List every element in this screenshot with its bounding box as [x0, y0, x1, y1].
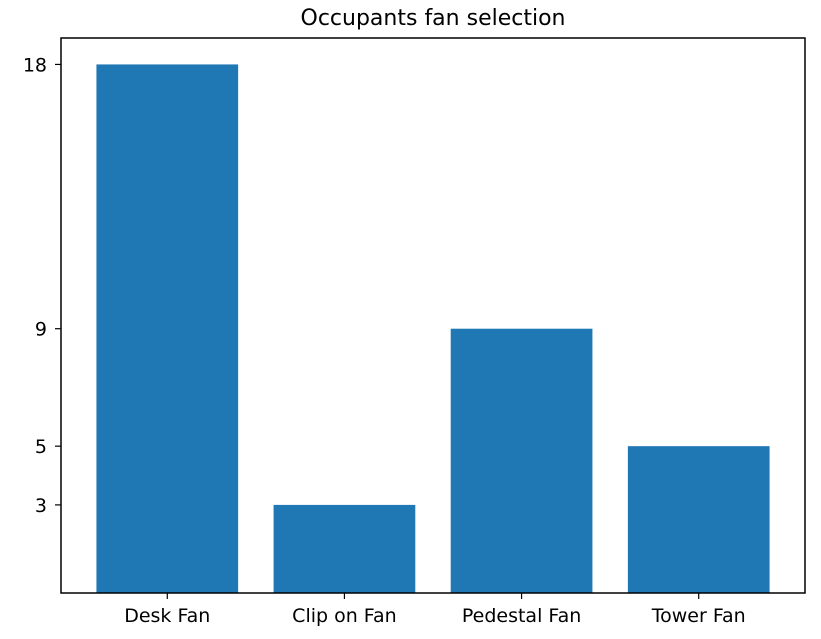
bar-pedestal-fan [450, 328, 593, 593]
y-tick-label: 3 [35, 495, 47, 517]
bar-desk-fan [96, 64, 239, 593]
bars-layer [96, 64, 770, 593]
plot-frame [60, 37, 806, 594]
y-tick-label: 18 [23, 54, 47, 76]
ticks-layer: Desk Fan Clip on Fan Pedestal Fan Tower Fan… [23, 54, 746, 627]
x-tick-label: Clip on Fan [292, 605, 397, 627]
chart-title: Occupants fan selection [301, 6, 566, 31]
bar-tower-fan [627, 446, 770, 593]
y-tick-label: 5 [35, 436, 47, 458]
x-tick-label: Tower Fan [651, 605, 746, 627]
y-tick-label: 9 [35, 319, 47, 341]
x-tick-label: Desk Fan [124, 605, 210, 627]
x-tick-label: Pedestal Fan [462, 605, 581, 627]
bar-clip-on-fan [273, 504, 416, 593]
